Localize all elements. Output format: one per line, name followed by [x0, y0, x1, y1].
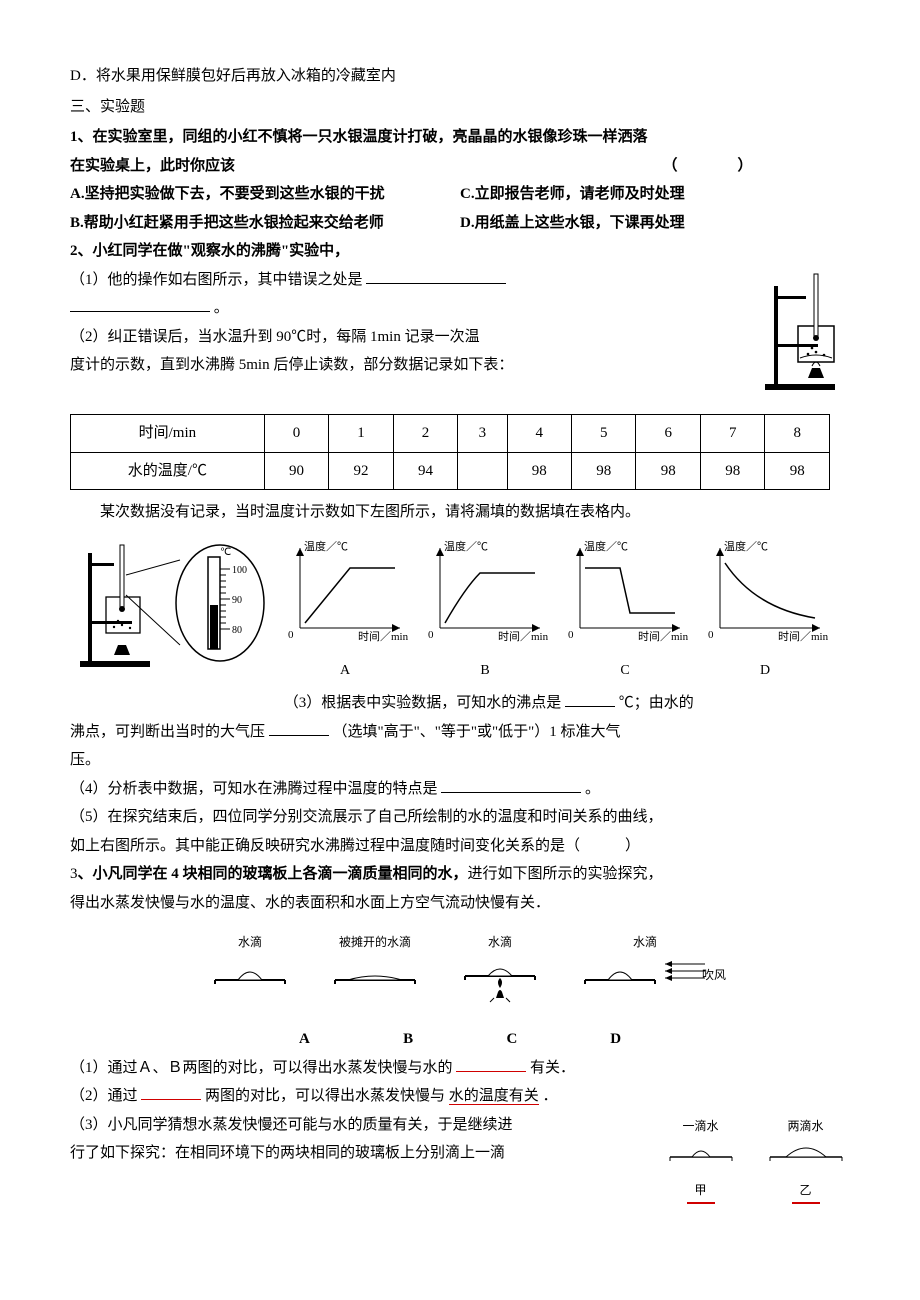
exp-a: 水滴 [210, 931, 290, 1021]
exp-b: 被摊开的水滴 [330, 931, 420, 1021]
time-header: 时间/min [71, 415, 265, 453]
q3-side-figures: 一滴水 甲 两滴水 乙 [660, 1115, 850, 1205]
q2-p2-line1: （2）纠正错误后，当水温升到 90℃时，每隔 1min 记录一次温 [70, 323, 850, 352]
svg-text:0: 0 [568, 629, 574, 641]
q2-title: 2、小红同学在做"观察水的沸腾"实验中， [70, 237, 850, 266]
q3-experiment-row: 水滴 被摊开的水滴 水滴 [70, 931, 850, 1021]
q2-p1-blank-1[interactable] [366, 268, 506, 284]
boiling-apparatus-figure [760, 266, 850, 407]
q1-stem-line2: 在实验桌上，此时你应该 （ ） [70, 152, 850, 181]
svg-text:时间／min: 时间／min [358, 630, 409, 643]
q2-p1: （1）他的操作如右图所示，其中错误之处是 [70, 266, 850, 295]
q2-figure-row: ℃ 100 90 80 [70, 535, 850, 686]
q3-title-line2: 得出水蒸发快慢与水的温度、水的表面积和水面上方空气流动快慢有关． [70, 889, 850, 918]
svg-text:温度／℃: 温度／℃ [724, 539, 768, 553]
q3-p1: （1）通过Ａ、Ｂ两图的对比，可以得出水蒸发快慢与水的 有关． [70, 1054, 850, 1083]
thermo-unit: ℃ [220, 547, 231, 558]
q2-p2-line2: 度计的示数，直到水沸腾 5min 后停止读数，部分数据记录如下表： [70, 351, 850, 380]
table-row-temp: 水的温度/℃ 90 92 94 98 98 98 98 98 [71, 452, 830, 490]
q3-labels-row: A B C D [70, 1025, 850, 1054]
q2-after-table: 某次数据没有记录，当时温度计示数如下左图所示，请将漏填的数据填在表格内。 [70, 498, 850, 527]
q1-choice-c[interactable]: C.立即报告老师，请老师及时处理 [460, 180, 850, 209]
q1-choice-b[interactable]: B.帮助小红赶紧用手把这些水银捡起来交给老师 [70, 209, 460, 238]
question-1: 1、在实验室里，同组的小红不慎将一只水银温度计打破，亮晶晶的水银像珍珠一样洒落 … [70, 123, 850, 237]
question-3: 3、小凡同学在 4 块相同的玻璃板上各滴一滴质量相同的水，进行如下图所示的实验探… [70, 860, 850, 1204]
q2-characteristic-blank[interactable] [441, 777, 581, 793]
question-2: 2、小红同学在做"观察水的沸腾"实验中， （1）他的操作如右图所示，其中错误之 [70, 237, 850, 860]
prev-question-option-d: D．将水果用保鲜膜包好后再放入冰箱的冷藏室内 [70, 62, 850, 91]
q2-pressure-blank[interactable] [269, 720, 329, 736]
q3-p2: （2）通过 两图的对比，可以得出水蒸发快慢与 水的温度有关 ． [70, 1082, 850, 1111]
thermo-100: 100 [232, 565, 247, 576]
q2-p3-line2: 沸点，可判断出当时的大气压 （选填"高于"、"等于"或"低于"）1 标准大气 [70, 718, 850, 747]
q2-p1-blank-2[interactable] [70, 296, 210, 312]
q2-data-table: 时间/min 0 1 2 3 4 5 6 7 8 水的温度/℃ 90 92 94… [70, 414, 830, 490]
chart-d: 温度／℃ 时间／min 0 D [700, 538, 830, 685]
q1-choice-d[interactable]: D.用纸盖上这些水银，下课再处理 [460, 209, 850, 238]
svg-text:0: 0 [428, 629, 434, 641]
chart-d-label: D [700, 658, 830, 685]
q3-p2-blank[interactable] [141, 1084, 201, 1100]
missing-cell[interactable] [458, 452, 507, 490]
svg-text:温度／℃: 温度／℃ [304, 539, 348, 553]
q2-p3-line3: 压。 [70, 746, 850, 775]
thermo-90: 90 [232, 595, 242, 606]
q1-choice-a[interactable]: A.坚持把实验做下去，不要受到这些水银的干扰 [70, 180, 460, 209]
q3-title-line1: 3、小凡同学在 4 块相同的玻璃板上各滴一滴质量相同的水，进行如下图所示的实验探… [70, 860, 850, 889]
q2-boiling-point-blank[interactable] [565, 691, 615, 707]
svg-text:0: 0 [708, 629, 714, 641]
thermometer-zoom-figure: ℃ 100 90 80 [70, 535, 270, 686]
q1-choices: A.坚持把实验做下去，不要受到这些水银的干扰 C.立即报告老师，请老师及时处理 … [70, 180, 850, 237]
q1-answer-paren[interactable]: （ ） [663, 158, 753, 174]
section-title: 三、实验题 [70, 93, 850, 122]
q2-p5-line2: 如上右图所示。其中能正确反映研究水沸腾过程中温度随时间变化关系的是（ ） [70, 832, 850, 861]
chart-b: 温度／℃ 时间／min 0 B [420, 538, 550, 685]
exp-c: 水滴 [460, 931, 540, 1021]
q1-stem-line1: 1、在实验室里，同组的小红不慎将一只水银温度计打破，亮晶晶的水银像珍珠一样洒落 [70, 123, 850, 152]
q3-p2-underlined: 水的温度有关 [449, 1088, 539, 1105]
chart-c-label: C [560, 658, 690, 685]
chart-b-label: B [420, 658, 550, 685]
q3-p1-blank[interactable] [456, 1056, 526, 1072]
svg-text:时间／min: 时间／min [778, 630, 829, 643]
q2-p4: （4）分析表中数据，可知水在沸腾过程中温度的特点是 。 [70, 775, 850, 804]
table-row-time: 时间/min 0 1 2 3 4 5 6 7 8 [71, 415, 830, 453]
option-d-text: D．将水果用保鲜膜包好后再放入冰箱的冷藏室内 [70, 68, 396, 84]
svg-text:时间／min: 时间／min [498, 630, 549, 643]
svg-text:温度／℃: 温度／℃ [444, 539, 488, 553]
exp-d: 水滴 吹风 [580, 931, 710, 1021]
temp-header: 水的温度/℃ [71, 452, 265, 490]
svg-text:温度／℃: 温度／℃ [584, 539, 628, 553]
chart-a: 温度／℃ 时间／min 0 A [280, 538, 410, 685]
chart-a-label: A [280, 658, 410, 685]
q2-p5-line1: （5）在探究结束后，四位同学分别交流展示了自己所绘制的水的温度和时间关系的曲线， [70, 803, 850, 832]
svg-text:时间／min: 时间／min [638, 630, 689, 643]
svg-text:0: 0 [288, 629, 294, 641]
thermo-80: 80 [232, 625, 242, 636]
q2-p3: （3）根据表中实验数据，可知水的沸点是 ℃；由水的 [70, 689, 850, 718]
chart-c: 温度／℃ 时间／min 0 C [560, 538, 690, 685]
q2-p1-cont: 。 [70, 294, 850, 323]
